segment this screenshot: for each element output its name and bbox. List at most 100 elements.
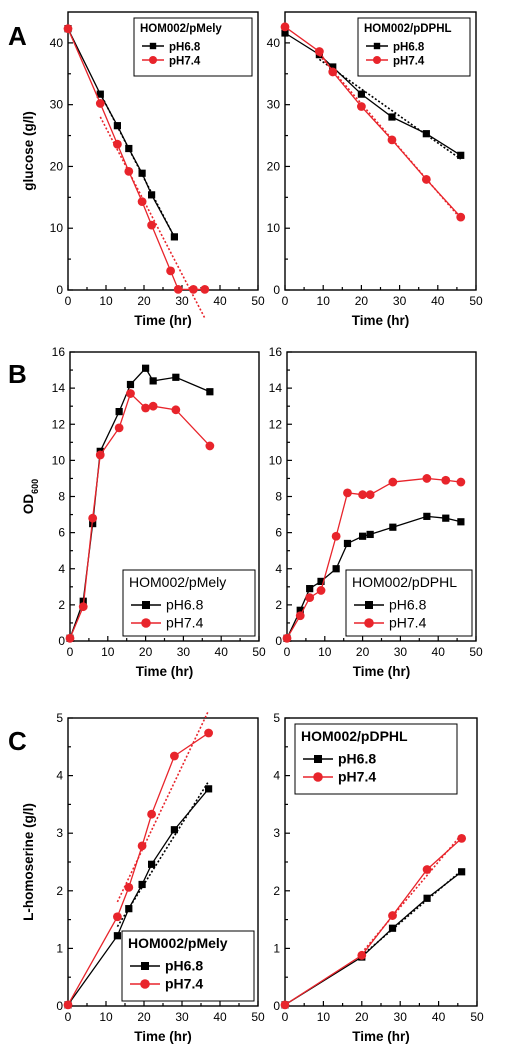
x-tick-label: 50: [470, 1010, 484, 1024]
data-point: [331, 531, 341, 541]
legend-label: pH7.4: [165, 976, 203, 992]
data-point: [457, 833, 467, 843]
y-tick-label: 30: [50, 98, 64, 112]
legend-title: HOM002/pDPHL: [352, 574, 457, 590]
data-point: [357, 90, 365, 98]
data-point: [205, 785, 213, 793]
legend-title: HOM002/pMely: [129, 574, 226, 590]
y-tick-label: 5: [56, 711, 63, 725]
y-axis-label: L-homoserine (g/l): [21, 803, 36, 921]
data-point: [124, 882, 134, 892]
y-tick-label: 4: [275, 562, 282, 576]
legend-title: HOM002/pMely: [128, 935, 228, 951]
x-tick-label: 30: [394, 1010, 408, 1024]
x-tick-label: 20: [137, 294, 151, 308]
legend: HOM002/pMely pH6.8 pH7.4: [121, 930, 255, 1002]
data-point: [457, 151, 465, 159]
data-point: [171, 405, 181, 415]
y-tick-label: 40: [267, 36, 281, 50]
data-point: [421, 175, 431, 184]
data-point: [170, 826, 178, 834]
data-point: [142, 364, 150, 372]
x-tick-label: 10: [99, 294, 113, 308]
data-point: [137, 197, 147, 207]
data-point: [149, 377, 157, 385]
legend-title: HOM002/pDPHL: [301, 728, 408, 744]
legend-label: pH6.8: [338, 751, 376, 767]
data-point: [114, 423, 124, 433]
data-point: [113, 912, 122, 922]
panel-letter-b: B: [8, 359, 27, 389]
data-point: [113, 139, 122, 149]
x-tick-label: 50: [251, 294, 265, 308]
data-point: [456, 212, 466, 222]
data-point: [126, 380, 135, 389]
data-point: [125, 144, 133, 153]
legend-box: [133, 17, 253, 77]
chart-2: 0 10 20 30 40 50 0 10 20 30 40 Time (hr) HOM002/pDPH…: [267, 11, 483, 328]
chart-5: 0 10 20 30 40 50 0 1 2 3 4 5 Time (hr) L-homoserine (…: [21, 710, 265, 1044]
series-pH7-4: [63, 24, 210, 319]
x-tick-label: 40: [215, 645, 229, 659]
y-tick-label: 2: [58, 598, 65, 612]
data-point: [281, 29, 289, 37]
legend-marker: [149, 56, 157, 64]
data-point: [456, 477, 466, 487]
y-axis-label-subscript: 600: [30, 479, 40, 494]
data-point: [115, 408, 123, 416]
trend-line: [116, 710, 210, 903]
data-point: [296, 606, 304, 614]
data-point: [170, 233, 178, 241]
x-tick-label: 40: [432, 645, 446, 659]
y-tick-label: 2: [56, 884, 63, 898]
legend-marker: [142, 601, 150, 609]
y-tick-label: 4: [56, 769, 63, 783]
x-axis-label: Time (hr): [134, 1029, 192, 1044]
x-tick-label: 50: [469, 294, 483, 308]
legend-marker: [313, 772, 323, 782]
data-point: [442, 514, 450, 522]
y-tick-label: 10: [267, 221, 281, 235]
x-tick-label: 30: [394, 645, 408, 659]
data-point: [388, 911, 397, 920]
data-point: [357, 102, 366, 111]
data-point: [357, 950, 367, 960]
y-tick-label: 12: [269, 417, 283, 431]
y-tick-label: 3: [56, 826, 63, 840]
x-tick-label: 20: [355, 1010, 369, 1024]
y-tick-label: 10: [52, 453, 66, 467]
x-tick-label: 30: [175, 294, 189, 308]
series-pH6-8: [281, 868, 466, 1009]
data-point: [124, 166, 134, 176]
legend-title: HOM002/pMely: [140, 23, 222, 35]
data-point: [343, 488, 352, 498]
data-point: [387, 135, 397, 145]
y-tick-label: 0: [273, 283, 280, 297]
series-line: [67, 28, 205, 291]
data-point: [63, 24, 73, 34]
x-axis-label: Time (hr): [353, 664, 411, 679]
legend-marker: [314, 755, 322, 763]
legend-label: pH6.8: [169, 42, 201, 54]
legend-marker: [141, 618, 151, 628]
legend-label: pH6.8: [166, 597, 204, 613]
x-tick-label: 0: [65, 1010, 72, 1024]
x-tick-label: 0: [282, 294, 289, 308]
x-tick-label: 20: [355, 294, 369, 308]
data-point: [125, 905, 133, 913]
x-tick-label: 0: [67, 645, 74, 659]
y-axis-label: glucose (g/l): [21, 111, 36, 191]
series-pH7-4: [65, 389, 215, 643]
panel-letter-c: C: [8, 726, 27, 756]
data-point: [388, 477, 398, 487]
data-point: [95, 450, 105, 460]
legend-marker: [141, 962, 149, 970]
series-pH6-8: [64, 780, 213, 1009]
x-tick-label: 0: [65, 294, 72, 308]
y-tick-label: 6: [58, 526, 65, 540]
data-point: [138, 169, 146, 177]
x-tick-label: 10: [101, 645, 115, 659]
y-tick-label: 4: [273, 769, 280, 783]
y-tick-label: 20: [50, 159, 64, 173]
